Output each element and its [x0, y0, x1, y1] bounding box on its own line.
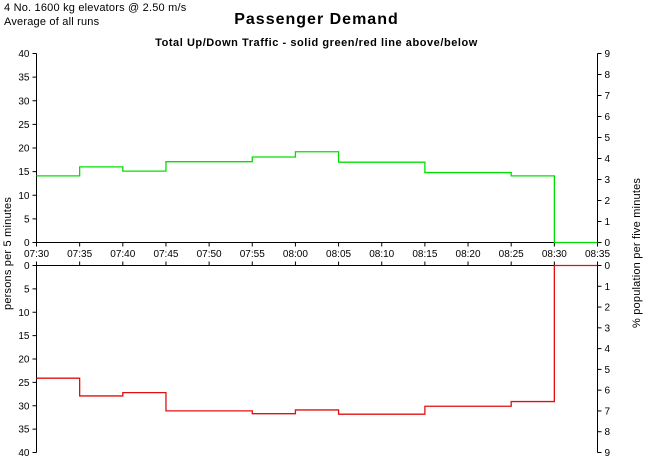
- upper-left-tick-label: 40: [18, 49, 30, 60]
- x-axis-tick-label: 08:15: [412, 249, 437, 260]
- lower-right-tick-label: 3: [605, 323, 611, 334]
- upper-right-tick-label: 0: [605, 238, 611, 249]
- x-axis-tick-label: 07:50: [197, 249, 222, 260]
- upper-right-tick-label: 1: [605, 217, 611, 228]
- upper-right-tick-label: 7: [605, 91, 611, 102]
- page-title: Passenger Demand: [234, 11, 399, 28]
- lower-right-tick-label: 8: [605, 427, 611, 438]
- config-annotation: 4 No. 1600 kg elevators @ 2.50 m/s: [4, 2, 187, 14]
- lower-left-tick-label: 15: [18, 331, 30, 342]
- up-traffic-line: [36, 151, 598, 244]
- upper-left-tick-label: 30: [18, 96, 30, 107]
- upper-left-tick-label: 5: [24, 214, 30, 225]
- upper-left-tick-label: 20: [18, 144, 30, 155]
- x-axis-tick-label: 07:45: [153, 249, 178, 260]
- lower-right-tick-label: 7: [605, 406, 611, 417]
- x-axis-tick-label: 07:30: [24, 249, 49, 260]
- runs-annotation: Average of all runs: [4, 16, 100, 28]
- upper-right-tick-label: 6: [605, 112, 611, 123]
- upper-right-tick-label: 8: [605, 70, 611, 81]
- x-axis-tick-label: 08:25: [499, 249, 524, 260]
- lower-right-tick-label: 5: [605, 365, 611, 376]
- x-axis-tick-label: 08:20: [456, 249, 481, 260]
- lower-right-tick-label: 4: [605, 344, 611, 355]
- x-axis-tick-label: 08:05: [326, 249, 351, 260]
- x-axis-tick-label: 07:35: [67, 249, 92, 260]
- upper-right-tick-label: 9: [605, 49, 611, 60]
- lower-right-tick-label: 9: [605, 448, 611, 459]
- upper-right-tick-label: 5: [605, 133, 611, 144]
- down-traffic-line: [36, 264, 598, 415]
- chart-subtitle: Total Up/Down Traffic - solid green/red …: [155, 37, 478, 49]
- lower-left-tick-label: 25: [18, 378, 30, 389]
- lower-right-tick-label: 0: [605, 261, 611, 272]
- lower-left-tick-label: 5: [24, 284, 30, 295]
- lower-right-tick-label: 1: [605, 282, 611, 293]
- x-axis-tick-label: 08:30: [542, 249, 567, 260]
- upper-left-tick-label: 35: [18, 73, 30, 84]
- x-axis-tick-label: 08:10: [369, 249, 394, 260]
- x-axis-tick-label: 08:35: [585, 249, 610, 260]
- lower-left-tick-label: 0: [24, 261, 30, 272]
- upper-left-tick-label: 25: [18, 120, 30, 131]
- x-axis-tick-label: 08:00: [283, 249, 308, 260]
- x-axis-tick-label: 07:55: [240, 249, 265, 260]
- upper-right-tick-label: 3: [605, 175, 611, 186]
- upper-left-tick-label: 0: [24, 238, 30, 249]
- upper-left-tick-label: 10: [18, 191, 30, 202]
- upper-right-tick-label: 2: [605, 196, 611, 207]
- lower-right-tick-label: 2: [605, 303, 611, 314]
- lower-left-tick-label: 40: [18, 448, 30, 459]
- lower-left-tick-label: 35: [18, 425, 30, 436]
- upper-left-tick-label: 15: [18, 167, 30, 178]
- lower-left-tick-label: 20: [18, 355, 30, 366]
- lower-left-tick-label: 10: [18, 308, 30, 319]
- x-axis-tick-label: 07:40: [110, 249, 135, 260]
- lower-left-tick-label: 30: [18, 401, 30, 412]
- upper-right-tick-label: 4: [605, 154, 611, 165]
- lower-right-tick-label: 6: [605, 386, 611, 397]
